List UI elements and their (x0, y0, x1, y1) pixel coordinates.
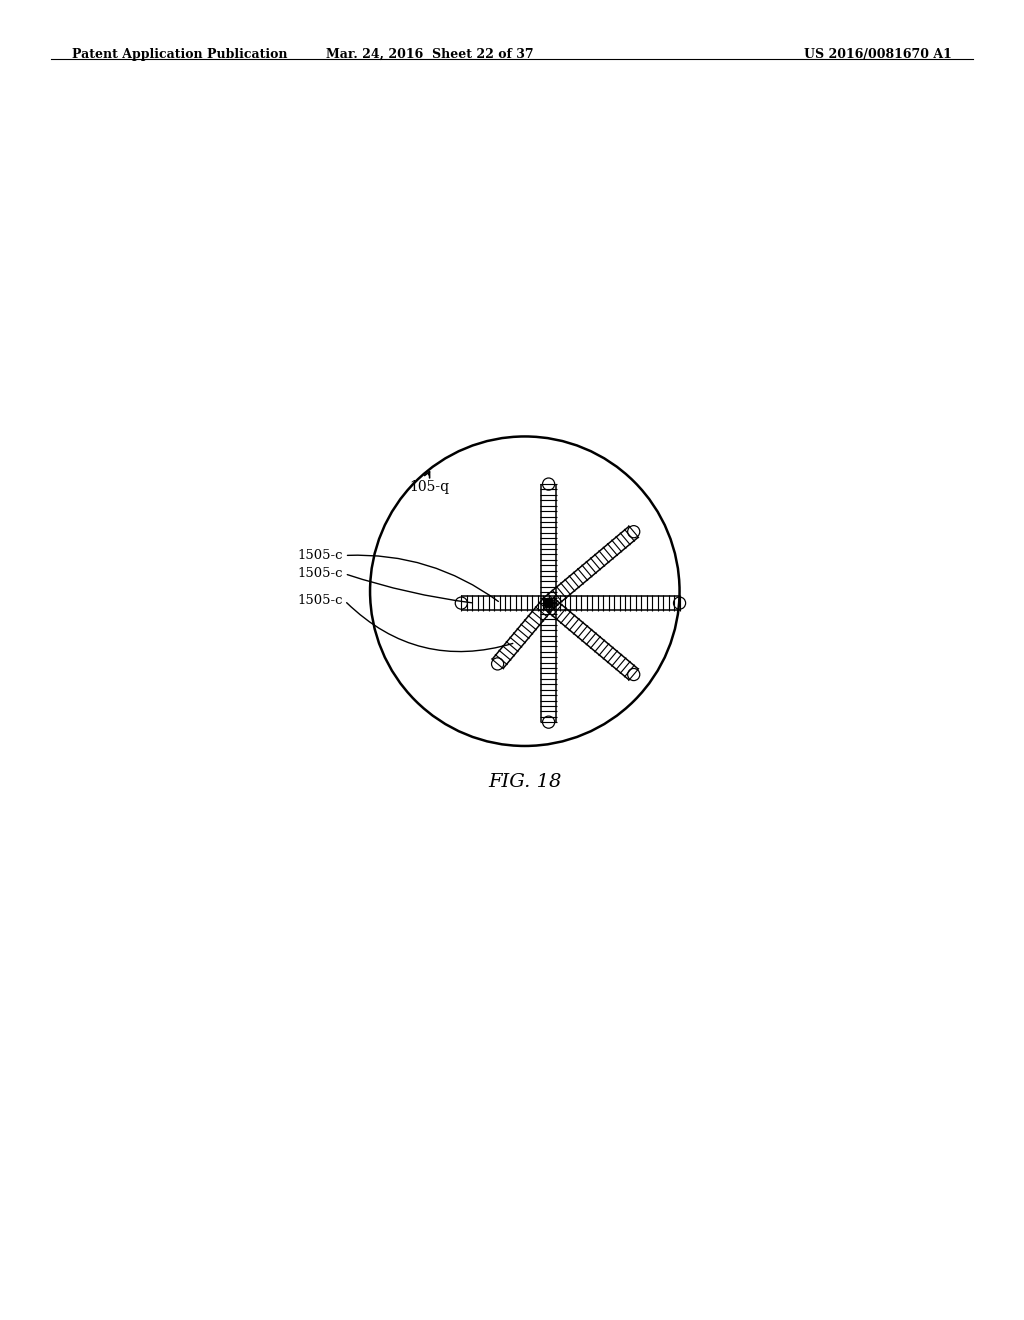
Text: US 2016/0081670 A1: US 2016/0081670 A1 (805, 48, 952, 61)
Text: 1505-c: 1505-c (297, 594, 343, 607)
Text: Patent Application Publication: Patent Application Publication (72, 48, 287, 61)
FancyArrowPatch shape (347, 603, 513, 652)
Text: FIG. 18: FIG. 18 (488, 772, 561, 791)
Text: 1505-c: 1505-c (297, 568, 343, 581)
Text: 105-q: 105-q (410, 471, 450, 494)
Circle shape (544, 598, 553, 609)
FancyArrowPatch shape (347, 574, 472, 603)
FancyArrowPatch shape (347, 556, 499, 602)
Text: Mar. 24, 2016  Sheet 22 of 37: Mar. 24, 2016 Sheet 22 of 37 (327, 48, 534, 61)
Text: 1505-c: 1505-c (297, 549, 343, 562)
